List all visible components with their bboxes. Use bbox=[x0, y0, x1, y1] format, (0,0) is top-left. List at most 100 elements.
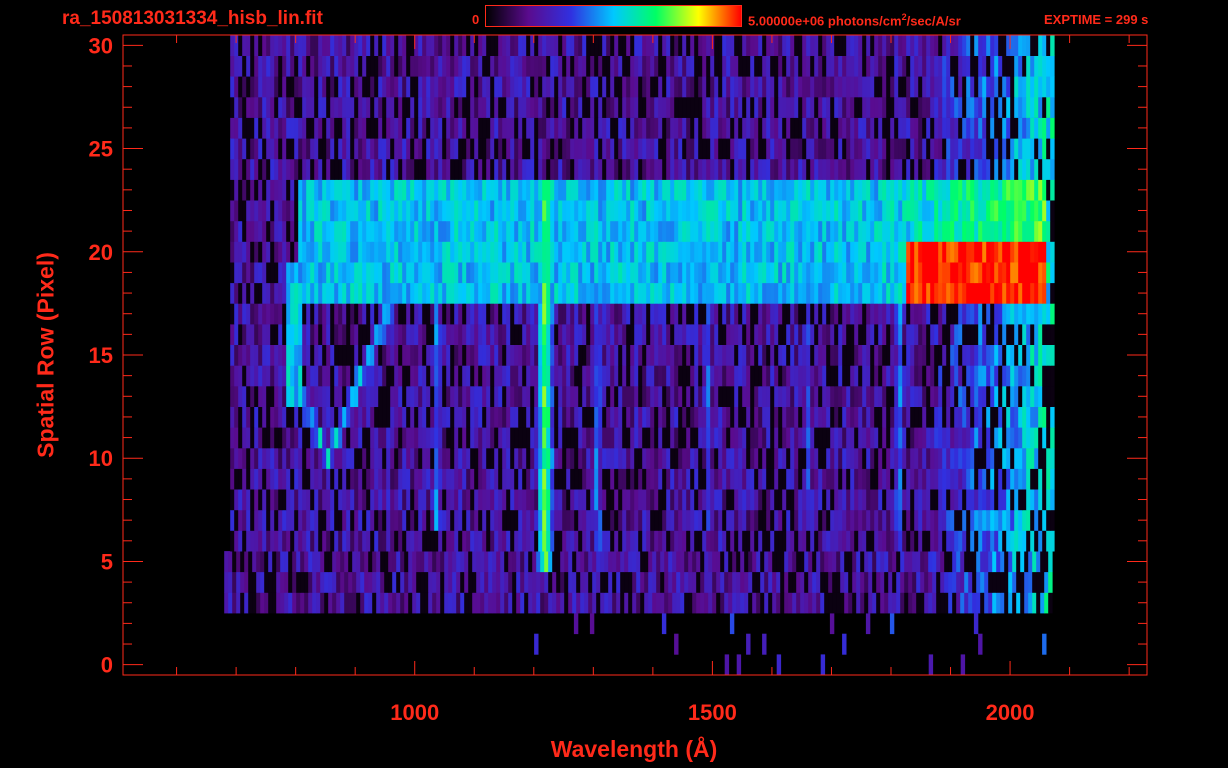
heatmap-cell bbox=[662, 530, 667, 552]
heatmap-cell bbox=[606, 220, 611, 242]
heatmap-cell bbox=[806, 282, 811, 304]
heatmap-cell bbox=[670, 344, 675, 366]
heatmap-cell bbox=[708, 551, 713, 573]
heatmap-cell bbox=[712, 592, 717, 614]
heatmap-cell bbox=[730, 386, 735, 407]
heatmap-cell bbox=[426, 241, 431, 263]
heatmap-cell bbox=[926, 344, 931, 366]
heatmap-cell bbox=[254, 427, 259, 449]
heatmap-cell bbox=[542, 282, 547, 304]
heatmap-cell bbox=[480, 592, 485, 614]
heatmap-cell bbox=[542, 365, 547, 387]
heatmap-cell bbox=[802, 324, 807, 345]
heatmap-cell bbox=[882, 365, 887, 387]
heatmap-cell bbox=[594, 282, 599, 304]
heatmap-cell bbox=[1018, 282, 1023, 304]
heatmap-cell bbox=[606, 138, 611, 160]
heatmap-cell bbox=[258, 241, 263, 263]
heatmap-cell bbox=[742, 303, 747, 325]
heatmap-cell bbox=[482, 365, 487, 387]
heatmap-cell bbox=[590, 262, 595, 284]
heatmap-cell bbox=[634, 406, 639, 428]
heatmap-cell bbox=[714, 200, 719, 222]
heatmap-cell bbox=[966, 158, 971, 180]
heatmap-cell bbox=[806, 406, 811, 428]
heatmap-cell bbox=[992, 592, 997, 614]
heatmap-cell bbox=[762, 344, 767, 366]
heatmap-cell bbox=[298, 96, 303, 118]
heatmap-cell bbox=[1014, 158, 1019, 180]
heatmap-cell bbox=[456, 571, 461, 593]
heatmap-cell bbox=[830, 447, 835, 469]
heatmap-cell bbox=[538, 220, 543, 242]
heatmap-cell bbox=[966, 138, 971, 160]
heatmap-cell bbox=[230, 344, 235, 366]
heatmap-cell bbox=[840, 592, 845, 614]
heatmap-cell bbox=[474, 138, 479, 160]
heatmap-cell bbox=[806, 262, 811, 284]
heatmap-cell bbox=[738, 489, 743, 511]
heatmap-cell bbox=[730, 344, 735, 366]
heatmap-cell bbox=[782, 530, 787, 552]
heatmap-cell bbox=[746, 262, 751, 284]
heatmap-cell bbox=[762, 282, 767, 304]
heatmap-cell bbox=[986, 241, 991, 263]
heatmap-cell bbox=[950, 282, 955, 304]
heatmap-cell bbox=[890, 406, 895, 428]
heatmap-cell bbox=[1026, 427, 1031, 449]
heatmap-cell bbox=[894, 138, 899, 160]
heatmap-cell bbox=[356, 571, 361, 593]
heatmap-cell bbox=[522, 509, 527, 531]
heatmap-cell bbox=[674, 489, 679, 511]
heatmap-cell bbox=[962, 427, 967, 449]
heatmap-cell bbox=[398, 509, 403, 531]
heatmap-cell bbox=[478, 200, 483, 222]
heatmap-cell bbox=[810, 365, 815, 387]
heatmap-cell bbox=[410, 509, 415, 531]
heatmap-cell bbox=[622, 282, 627, 304]
heatmap-cell bbox=[634, 365, 639, 387]
heatmap-cell bbox=[973, 613, 979, 635]
heatmap-cell bbox=[454, 179, 459, 201]
heatmap-cell bbox=[1046, 365, 1051, 387]
heatmap-cell bbox=[1014, 468, 1019, 490]
heatmap-cell bbox=[662, 179, 667, 201]
heatmap-cell bbox=[806, 344, 811, 366]
heatmap-cell bbox=[1002, 200, 1007, 222]
heatmap-cell bbox=[682, 489, 687, 511]
heatmap-cell bbox=[474, 386, 479, 407]
heatmap-cell bbox=[766, 468, 771, 490]
heatmap-cell bbox=[500, 592, 505, 614]
heatmap-cell bbox=[302, 509, 307, 531]
heatmap-cell bbox=[870, 241, 875, 263]
heatmap-cell bbox=[430, 262, 435, 284]
heatmap-cell bbox=[638, 241, 643, 263]
heatmap-cell bbox=[594, 468, 599, 490]
heatmap-cell bbox=[446, 262, 451, 284]
colorbar-max-value: 5.00000e+06 photons/cm bbox=[748, 13, 902, 29]
heatmap-cell bbox=[762, 220, 767, 242]
heatmap-cell bbox=[650, 406, 655, 428]
heatmap-cell bbox=[598, 324, 603, 345]
heatmap-cell bbox=[589, 613, 595, 635]
heatmap-cell bbox=[682, 365, 687, 387]
heatmap-cell bbox=[588, 592, 593, 614]
heatmap-cell bbox=[514, 530, 519, 552]
heatmap-cell bbox=[624, 551, 629, 573]
heatmap-cell bbox=[446, 138, 451, 160]
heatmap-cell bbox=[342, 365, 347, 387]
heatmap-cell bbox=[306, 158, 311, 180]
heatmap-cell bbox=[450, 200, 455, 222]
heatmap-cell bbox=[612, 551, 617, 573]
heatmap-cell bbox=[274, 344, 279, 366]
heatmap-cell bbox=[1026, 324, 1031, 345]
heatmap-cell bbox=[714, 468, 719, 490]
heatmap-cell bbox=[862, 200, 867, 222]
heatmap-cell bbox=[246, 509, 251, 531]
heatmap-cell bbox=[1050, 406, 1055, 428]
heatmap-cell bbox=[966, 262, 971, 284]
heatmap-cell bbox=[626, 117, 631, 139]
heatmap-cell bbox=[502, 241, 507, 263]
heatmap-cell bbox=[762, 633, 767, 655]
heatmap-cell bbox=[434, 179, 439, 201]
